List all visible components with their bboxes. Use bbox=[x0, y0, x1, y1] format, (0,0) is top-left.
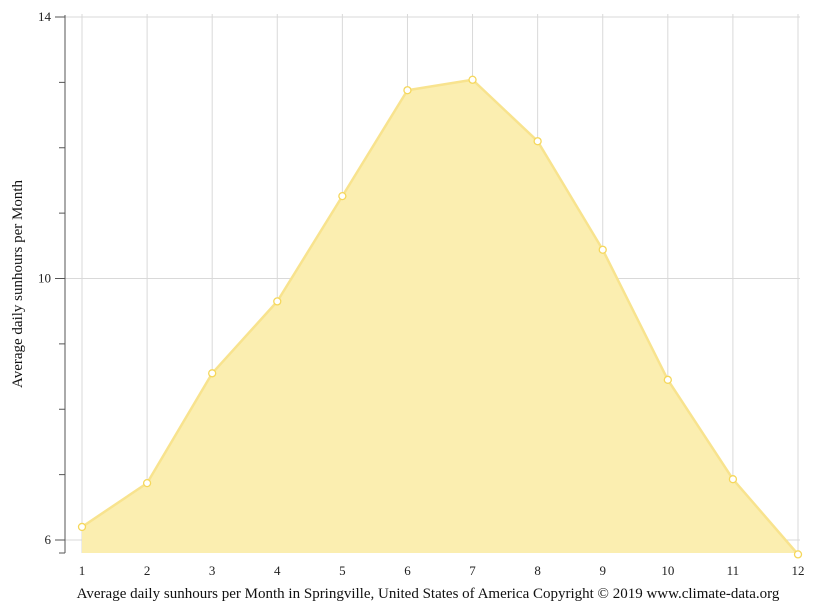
x-tick-label: 3 bbox=[209, 563, 216, 578]
data-point bbox=[728, 475, 738, 484]
data-point bbox=[403, 86, 412, 95]
y-tick-label: 6 bbox=[45, 532, 52, 547]
data-point bbox=[793, 550, 803, 559]
data-point bbox=[77, 522, 87, 532]
chart-caption: Average daily sunhours per Month in Spri… bbox=[77, 586, 780, 602]
y-axis-title: Average daily sunhours per Month bbox=[10, 180, 26, 389]
data-point bbox=[208, 369, 217, 378]
y-tick-label: 10 bbox=[38, 271, 51, 286]
y-tick-labels: 6 10 14 bbox=[38, 9, 52, 547]
x-tick-labels: 1 2 3 4 5 6 7 8 9 10 11 12 bbox=[79, 563, 805, 578]
x-tick-label: 1 bbox=[79, 563, 86, 578]
x-tick-label: 4 bbox=[274, 563, 281, 578]
x-tick-label: 2 bbox=[144, 563, 151, 578]
y-axis bbox=[55, 15, 66, 554]
data-point bbox=[663, 375, 672, 384]
data-points bbox=[77, 75, 803, 559]
data-point bbox=[142, 478, 152, 488]
data-point bbox=[273, 297, 282, 306]
x-tick-label: 7 bbox=[469, 563, 476, 578]
data-point bbox=[533, 137, 542, 146]
y-tick-label: 14 bbox=[38, 9, 52, 24]
x-tick-label: 5 bbox=[339, 563, 346, 578]
x-tick-label: 8 bbox=[534, 563, 541, 578]
x-tick-label: 10 bbox=[661, 563, 674, 578]
data-point bbox=[598, 245, 607, 254]
x-tick-label: 6 bbox=[404, 563, 411, 578]
data-point bbox=[338, 191, 347, 201]
series-line bbox=[81, 78, 799, 556]
data-point bbox=[468, 75, 477, 84]
x-tick-label: 12 bbox=[792, 563, 805, 578]
area-fill bbox=[82, 79, 798, 555]
x-tick-label: 9 bbox=[599, 563, 606, 578]
x-tick-label: 11 bbox=[727, 563, 740, 578]
